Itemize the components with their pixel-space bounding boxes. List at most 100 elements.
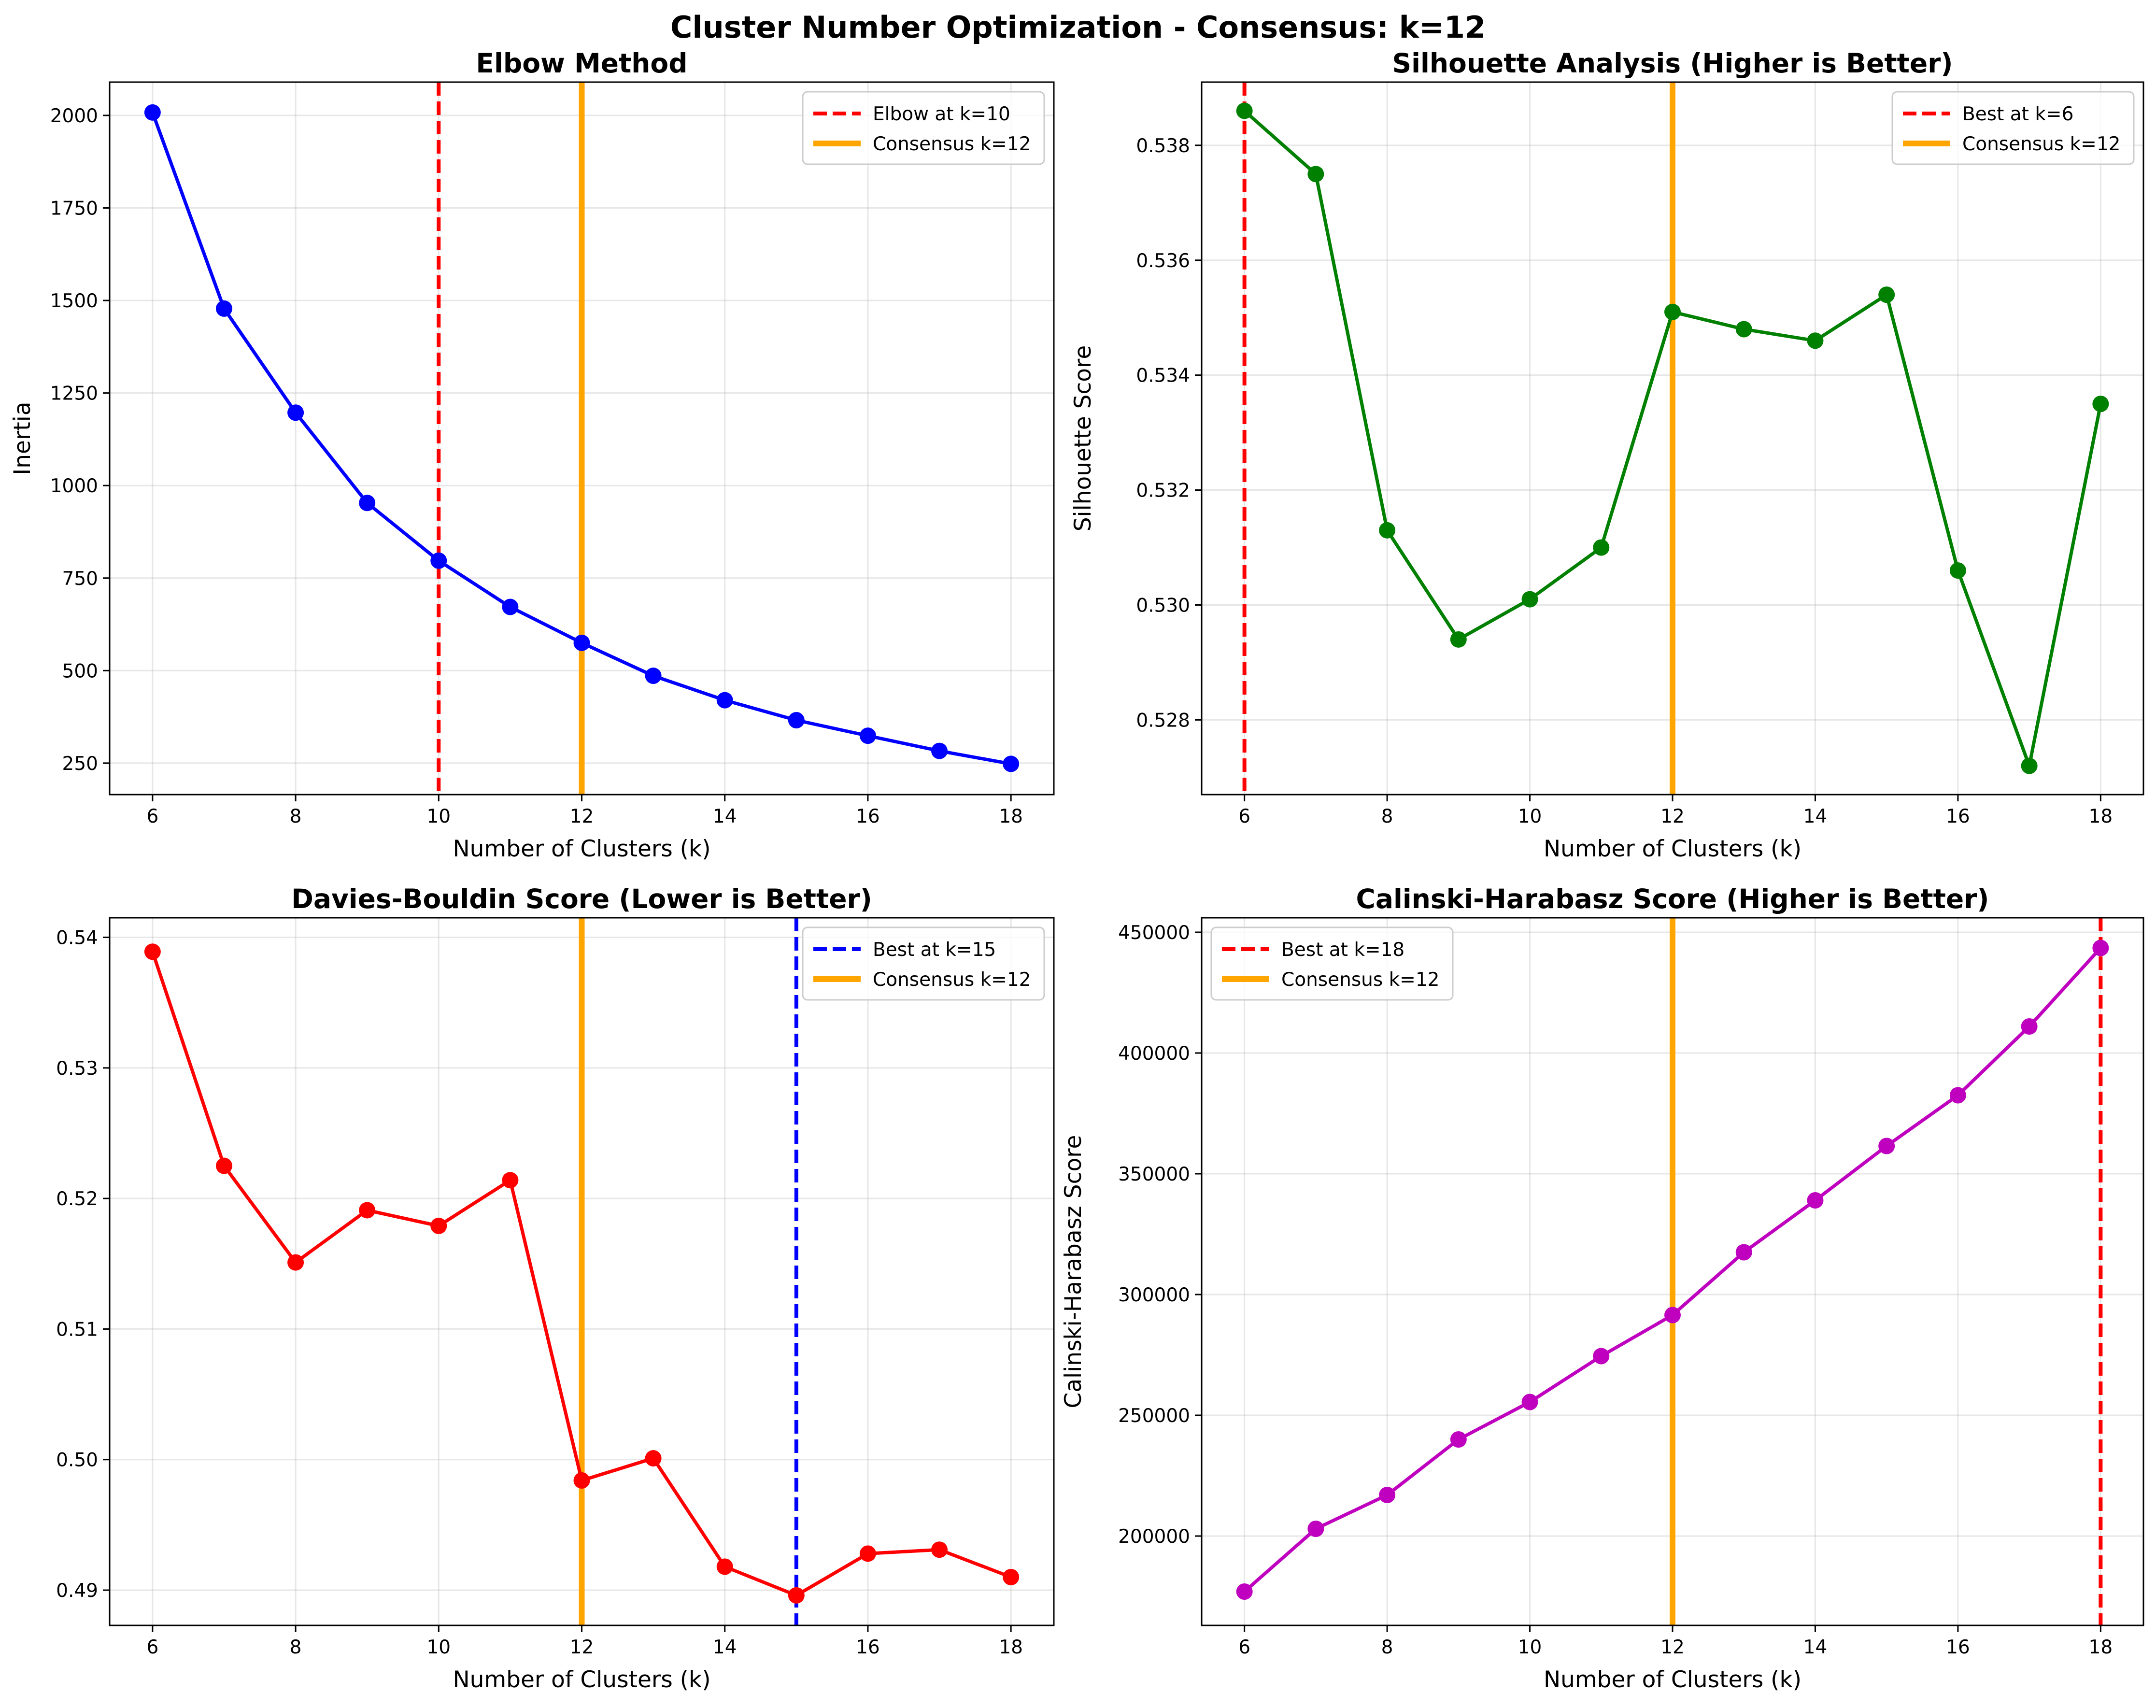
davies-bouldin-point-k8: [287, 1254, 304, 1271]
elbow-point-k6: [144, 104, 161, 121]
calinski-harabasz-xtick-label: 12: [1660, 1637, 1685, 1658]
davies-bouldin-ylabel: Davies-Bouldin Score: [0, 1152, 4, 1392]
davies-bouldin-point-k12: [573, 1472, 590, 1489]
silhouette-ytick-label: 0.534: [1136, 365, 1190, 387]
elbow-ytick-label: 750: [62, 568, 98, 590]
calinski-harabasz-point-k15: [1878, 1138, 1895, 1154]
silhouette-ylabel: Silhouette Score: [1070, 345, 1096, 532]
calinski-harabasz-ytick-label: 350000: [1118, 1164, 1190, 1185]
elbow-ytick-label: 1750: [50, 198, 98, 220]
calinski-harabasz-xtick-label: 8: [1381, 1637, 1393, 1658]
calinski-harabasz-ytick-label: 300000: [1118, 1284, 1190, 1306]
elbow-ytick-label: 500: [62, 660, 98, 682]
elbow-point-k8: [287, 404, 304, 421]
davies-bouldin-legend-label: Consensus k=12: [873, 969, 1031, 991]
davies-bouldin-xtick-label: 10: [426, 1637, 451, 1658]
calinski-harabasz-axes-frame: [1201, 917, 2144, 1626]
calinski-harabasz-xtick-label: 16: [1946, 1637, 1970, 1658]
silhouette-xtick-label: 18: [2089, 806, 2113, 827]
silhouette-point-k12: [1664, 303, 1681, 320]
davies-bouldin-point-k17: [931, 1541, 948, 1558]
elbow-point-k14: [716, 692, 733, 709]
davies-bouldin-ytick-label: 0.51: [56, 1319, 98, 1340]
elbow-panel: 6 8 10 12 14 16 18 250 500 750 1000 1250 1500 1750 200…: [9, 48, 1055, 862]
calinski-harabasz-ytick-label: 250000: [1118, 1405, 1190, 1427]
davies-bouldin-title: Davies-Bouldin Score (Lower is Better): [291, 883, 872, 914]
davies-bouldin-xlabel: Number of Clusters (k): [453, 1666, 710, 1693]
calinski-harabasz-legend-label: Consensus k=12: [1281, 969, 1439, 991]
calinski-harabasz-xlabel: Number of Clusters (k): [1544, 1666, 1801, 1693]
calinski-harabasz-point-k16: [1949, 1087, 1966, 1104]
calinski-harabasz-panel: 6 8 10 12 14 16 18 200000 250000 300000 350000 4000…: [1060, 883, 2144, 1693]
davies-bouldin-xtick-label: 16: [856, 1637, 880, 1658]
calinski-harabasz-ylabel: Calinski-Harabasz Score: [1060, 1135, 1087, 1409]
silhouette-ytick-label: 0.538: [1136, 135, 1190, 157]
elbow-point-k11: [502, 598, 519, 615]
elbow-ytick-label: 250: [62, 753, 98, 775]
elbow-point-k13: [645, 668, 662, 684]
silhouette-legend-box: [1891, 91, 2135, 165]
chart-panels: 6 8 10 12 14 16 18 250 500 750 1000 1250 1500 1750 200…: [0, 48, 2144, 1693]
silhouette-xtick-label: 12: [1660, 806, 1685, 827]
silhouette-point-k7: [1307, 166, 1324, 183]
davies-bouldin-xtick-label: 6: [146, 1637, 158, 1658]
elbow-legend-box: [802, 91, 1045, 165]
davies-bouldin-panel: 6 8 10 12 14 16 18 0.49 0.50 0.51 0.52 0.53 0.54 Davi…: [0, 883, 1055, 1693]
davies-bouldin-xtick-label: 12: [570, 1637, 594, 1658]
davies-bouldin-point-k6: [144, 943, 161, 960]
davies-bouldin-point-k16: [859, 1545, 876, 1562]
calinski-harabasz-point-k14: [1807, 1192, 1824, 1209]
calinski-harabasz-point-k18: [2092, 939, 2109, 956]
calinski-harabasz-point-k11: [1593, 1348, 1610, 1365]
elbow-xtick-label: 8: [290, 806, 302, 827]
calinski-harabasz-title: Calinski-Harabasz Score (Higher is Bette…: [1356, 883, 1989, 914]
elbow-legend-label: Elbow at k=10: [873, 103, 1010, 125]
silhouette-point-k9: [1450, 631, 1467, 648]
elbow-xtick-label: 18: [999, 806, 1023, 827]
davies-bouldin-ytick-label: 0.52: [56, 1188, 98, 1210]
davies-bouldin-ytick-label: 0.54: [56, 927, 98, 949]
davies-bouldin-point-k9: [359, 1202, 376, 1219]
calinski-harabasz-xtick-label: 10: [1518, 1637, 1542, 1658]
elbow-xtick-label: 6: [146, 806, 158, 827]
elbow-ylabel: Inertia: [9, 401, 36, 475]
davies-bouldin-xtick-label: 14: [713, 1637, 737, 1658]
calinski-harabasz-xtick-label: 6: [1238, 1637, 1250, 1658]
calinski-harabasz-legend: Best at k=18 Consensus k=12: [1210, 926, 1454, 1001]
calinski-harabasz-ytick-label: 400000: [1118, 1043, 1190, 1065]
silhouette-xtick-label: 14: [1803, 806, 1828, 827]
silhouette-xtick-label: 8: [1381, 806, 1393, 827]
silhouette-legend: Best at k=6 Consensus k=12: [1891, 91, 2135, 165]
elbow-legend-label: Consensus k=12: [873, 133, 1031, 155]
silhouette-point-k13: [1735, 321, 1752, 338]
calinski-harabasz-point-k12: [1664, 1307, 1681, 1324]
figure-suptitle: Cluster Number Optimization - Consensus:…: [670, 10, 1486, 45]
davies-bouldin-point-k11: [502, 1172, 519, 1189]
elbow-point-k7: [215, 300, 232, 317]
silhouette-ytick-label: 0.536: [1136, 250, 1190, 272]
davies-bouldin-legend-box: [802, 926, 1045, 1001]
silhouette-point-k15: [1878, 286, 1895, 303]
calinski-harabasz-point-k9: [1450, 1431, 1467, 1448]
calinski-harabasz-point-k10: [1521, 1394, 1538, 1410]
elbow-axes-frame: [109, 81, 1055, 796]
silhouette-legend-label: Best at k=6: [1962, 103, 2073, 125]
elbow-xtick-label: 10: [426, 806, 451, 827]
silhouette-point-k17: [2021, 757, 2038, 774]
davies-bouldin-axes-frame: [109, 917, 1055, 1626]
calinski-harabasz-point-k7: [1307, 1521, 1324, 1537]
davies-bouldin-point-k15: [788, 1587, 805, 1604]
silhouette-point-k14: [1807, 332, 1824, 349]
elbow-point-k17: [931, 742, 948, 759]
elbow-point-k16: [859, 727, 876, 744]
calinski-harabasz-point-k6: [1236, 1583, 1253, 1600]
silhouette-ytick-label: 0.532: [1136, 480, 1190, 502]
silhouette-xtick-label: 10: [1518, 806, 1542, 827]
calinski-harabasz-ytick-label: 450000: [1118, 922, 1190, 944]
calinski-harabasz-point-k13: [1735, 1244, 1752, 1261]
silhouette-point-k10: [1521, 591, 1538, 608]
silhouette-ytick-label: 0.530: [1136, 595, 1190, 616]
elbow-ytick-label: 2000: [50, 105, 98, 127]
calinski-harabasz-ytick-label: 200000: [1118, 1526, 1190, 1548]
silhouette-xlabel: Number of Clusters (k): [1544, 836, 1801, 862]
